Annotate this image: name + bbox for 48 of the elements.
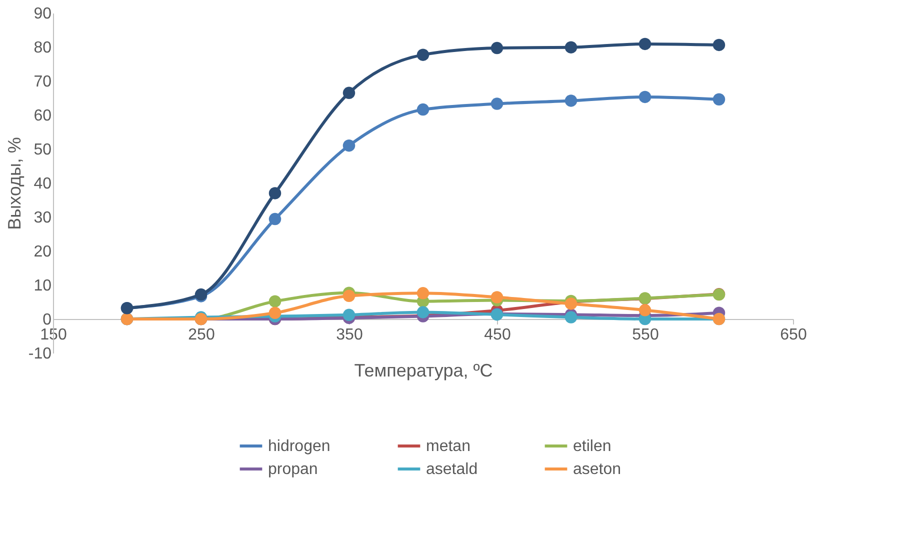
legend-label: metan [426,438,470,455]
y-tick-label: 40 [34,176,52,192]
point [268,212,282,226]
x-tick-label: 550 [632,326,659,344]
legend-label: asetald [426,461,478,478]
point [342,308,356,322]
point [490,42,504,54]
x-tick-label: 350 [336,326,363,344]
y-tick-label: 30 [34,210,52,226]
point [268,187,282,200]
point [638,304,652,316]
y-tick-label: 70 [34,74,52,90]
point [490,291,504,304]
point [564,311,578,324]
y-tick-label: 90 [34,6,52,22]
point [416,306,430,318]
point [416,287,430,300]
y-tick-label: 10 [34,278,52,294]
x-tick-label: 250 [188,326,215,344]
y-tick-label: 80 [34,40,52,56]
x-tick-label: 150 [40,326,67,344]
y-axis-title: Выходы, % [4,137,24,230]
point [268,306,282,319]
x-tick-label: 450 [484,326,511,344]
x-tick-label: 650 [780,326,807,344]
legend-label: hidrogen [268,438,330,455]
legend-label: aseton [573,461,622,478]
y-tick-label: 20 [34,244,52,260]
point [416,48,430,61]
point [342,86,356,100]
point [564,94,578,107]
legend-label: etilen [573,438,612,455]
x-axis-title: Температура, ºC [354,360,493,380]
y-tick-label: -10 [28,346,52,362]
y-tick-label: 60 [34,108,52,124]
y-tick-label: 0 [42,312,52,328]
point [342,290,356,302]
point [342,139,356,152]
point [638,90,652,104]
legend-label: propan [268,461,318,478]
point [564,41,578,54]
y-tick-label: 50 [34,142,52,158]
point [712,93,726,106]
point [490,98,504,110]
point [712,38,726,52]
point [638,38,652,50]
point [268,295,282,308]
point [416,103,430,116]
